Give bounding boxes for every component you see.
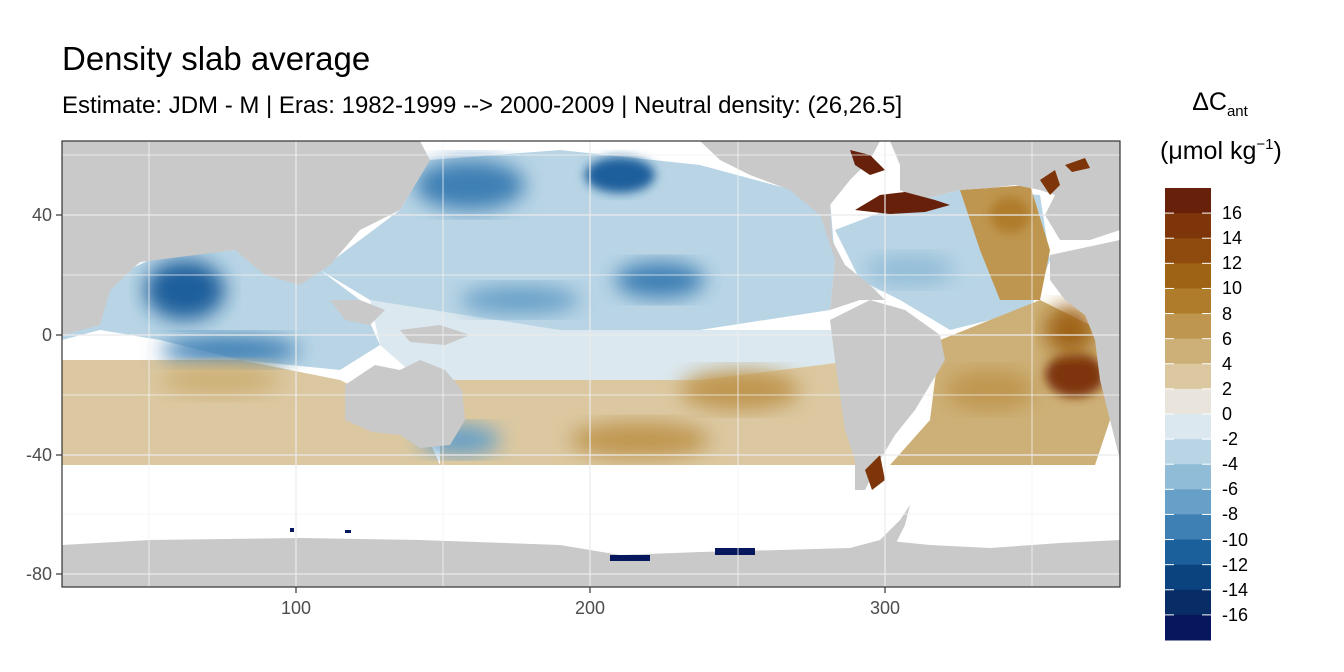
legend-label: -8: [1222, 504, 1239, 525]
legend-swatch: [1165, 288, 1211, 315]
pacific-equatorial-patch: [370, 300, 860, 380]
legend-swatch: [1165, 439, 1211, 465]
south-atlantic-hot-blob: [1045, 353, 1105, 397]
legend-swatch: [1165, 388, 1211, 415]
legend-swatch: [1165, 313, 1211, 340]
legend-swatch: [1165, 238, 1211, 264]
baffin-hotspot: [850, 150, 885, 175]
legend-label: 0: [1222, 404, 1233, 424]
legend-label: 16: [1222, 203, 1243, 224]
legend-label: -4: [1222, 454, 1239, 475]
legend-label: 6: [1222, 328, 1233, 349]
plot-subtitle: Estimate: JDM - M | Eras: 1982-1999 --> …: [62, 92, 903, 119]
legend-title-unit: (μmol kg−1): [1160, 136, 1282, 166]
land-borneo-sumatra: [330, 300, 385, 325]
labrador-hotspots: [850, 150, 1090, 490]
y-tick-label: -40: [26, 445, 52, 465]
subarctic-blob: [585, 157, 655, 193]
legend-unit-suffix: ): [1273, 137, 1282, 165]
grid-lines: [62, 141, 1120, 587]
no-data-southern-band: [62, 465, 1120, 550]
south-atlantic-warm-blob: [1045, 305, 1095, 355]
legend-label: 14: [1222, 228, 1243, 249]
legend-label: 2: [1222, 378, 1233, 399]
north-pacific-subtropical-blob: [615, 262, 705, 298]
land-antarctic-peninsula: [880, 505, 910, 545]
north-atlantic-blue-blob: [865, 255, 955, 285]
minor-grid-lines: [62, 141, 1120, 587]
indian-south-warm-blob: [160, 364, 280, 396]
legend-label: -12: [1222, 554, 1249, 575]
legend-label: 4: [1222, 353, 1233, 374]
legend-unit-superscript: −1: [1256, 136, 1274, 153]
legend-label: 10: [1222, 278, 1243, 299]
land-north-america: [700, 141, 885, 310]
legend-swatch: [1165, 514, 1211, 541]
nordic-hotspot: [1040, 170, 1060, 195]
land-antarctica: [62, 538, 1120, 587]
legend-title-subscript: ant: [1226, 103, 1248, 120]
labrador-sea-hotspot: [855, 192, 950, 214]
arabian-sea-blob: [145, 260, 225, 320]
legend-label: 12: [1222, 253, 1243, 274]
x-tick-label: 100: [281, 598, 311, 618]
ross-sea-patches: [290, 528, 755, 561]
pacific-tropical-blob: [460, 286, 580, 314]
legend-label: -2: [1222, 429, 1239, 450]
kuroshio-blob: [415, 160, 525, 210]
legend-swatch: [1165, 614, 1211, 641]
land-africa-atlantic: [1050, 240, 1120, 460]
y-tick-label: 40: [32, 205, 52, 225]
legend-swatch: [1165, 489, 1211, 515]
patagonia-hotspot: [865, 455, 885, 490]
legend-label: -16: [1222, 604, 1249, 625]
plot-title: Density slab average: [62, 40, 371, 77]
land-africa-europe-west: [62, 141, 430, 335]
south-pacific-warm-blob: [680, 370, 800, 410]
y-tick-label: -80: [26, 564, 52, 584]
x-tick-label: 300: [870, 598, 900, 618]
indian-equatorial-blob: [160, 336, 300, 364]
legend-title-symbol: ΔC: [1192, 88, 1227, 116]
x-tick-label: 200: [575, 598, 605, 618]
y-tick-label: 0: [42, 325, 52, 345]
legend-label: -10: [1222, 529, 1249, 550]
x-axis-labels: 100 200 300: [281, 598, 900, 618]
legend-label: -6: [1222, 479, 1239, 500]
land-masses: [62, 141, 1120, 587]
south-pacific-south-blob: [570, 422, 710, 458]
panel-border: [61, 140, 1121, 588]
legend-swatch: [1165, 564, 1211, 591]
axis-ticks: [56, 214, 886, 593]
legend-swatch: [1165, 338, 1211, 365]
legend-swatch: [1165, 414, 1211, 440]
legend-colorbar: [1165, 188, 1211, 641]
legend-label: 8: [1222, 303, 1233, 324]
legend-swatch: [1165, 464, 1211, 490]
y-axis-labels: 40 0 -40 -80: [26, 205, 52, 584]
legend-swatch: [1165, 188, 1211, 214]
legend-swatch: [1165, 363, 1211, 390]
legend-swatch: [1165, 263, 1211, 289]
legend-label: -14: [1222, 579, 1249, 600]
legend-swatch: [1165, 539, 1211, 566]
legend-swatch: [1165, 589, 1211, 616]
legend-labels: 16 14 12 10 8 6 4 2 0 -2 -4 -6 -8 -10 -12 -14 -16: [1222, 188, 1282, 640]
legend-swatch: [1165, 213, 1211, 239]
legend-unit-prefix: (μmol kg: [1160, 137, 1257, 165]
legend-title-variable: ΔCant: [1160, 88, 1280, 120]
barents-hotspot: [1065, 158, 1090, 172]
land-australia: [345, 360, 465, 448]
south-atlantic-center-blob: [945, 370, 1035, 410]
